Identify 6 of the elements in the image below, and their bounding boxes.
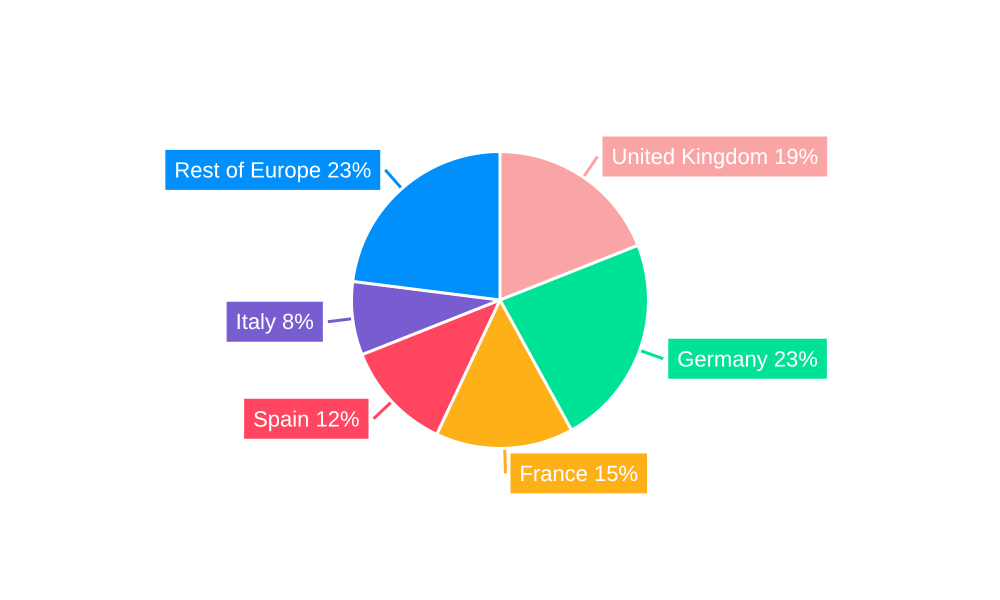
slice-label: Spain 12% [253, 406, 360, 432]
slice-label: Germany 23% [677, 346, 818, 372]
slice-label: Rest of Europe 23% [174, 157, 372, 182]
slice-label: United Kingdom 19% [612, 144, 818, 169]
slice-label: Italy 8% [236, 309, 314, 334]
slice-label: France 15% [519, 460, 638, 486]
